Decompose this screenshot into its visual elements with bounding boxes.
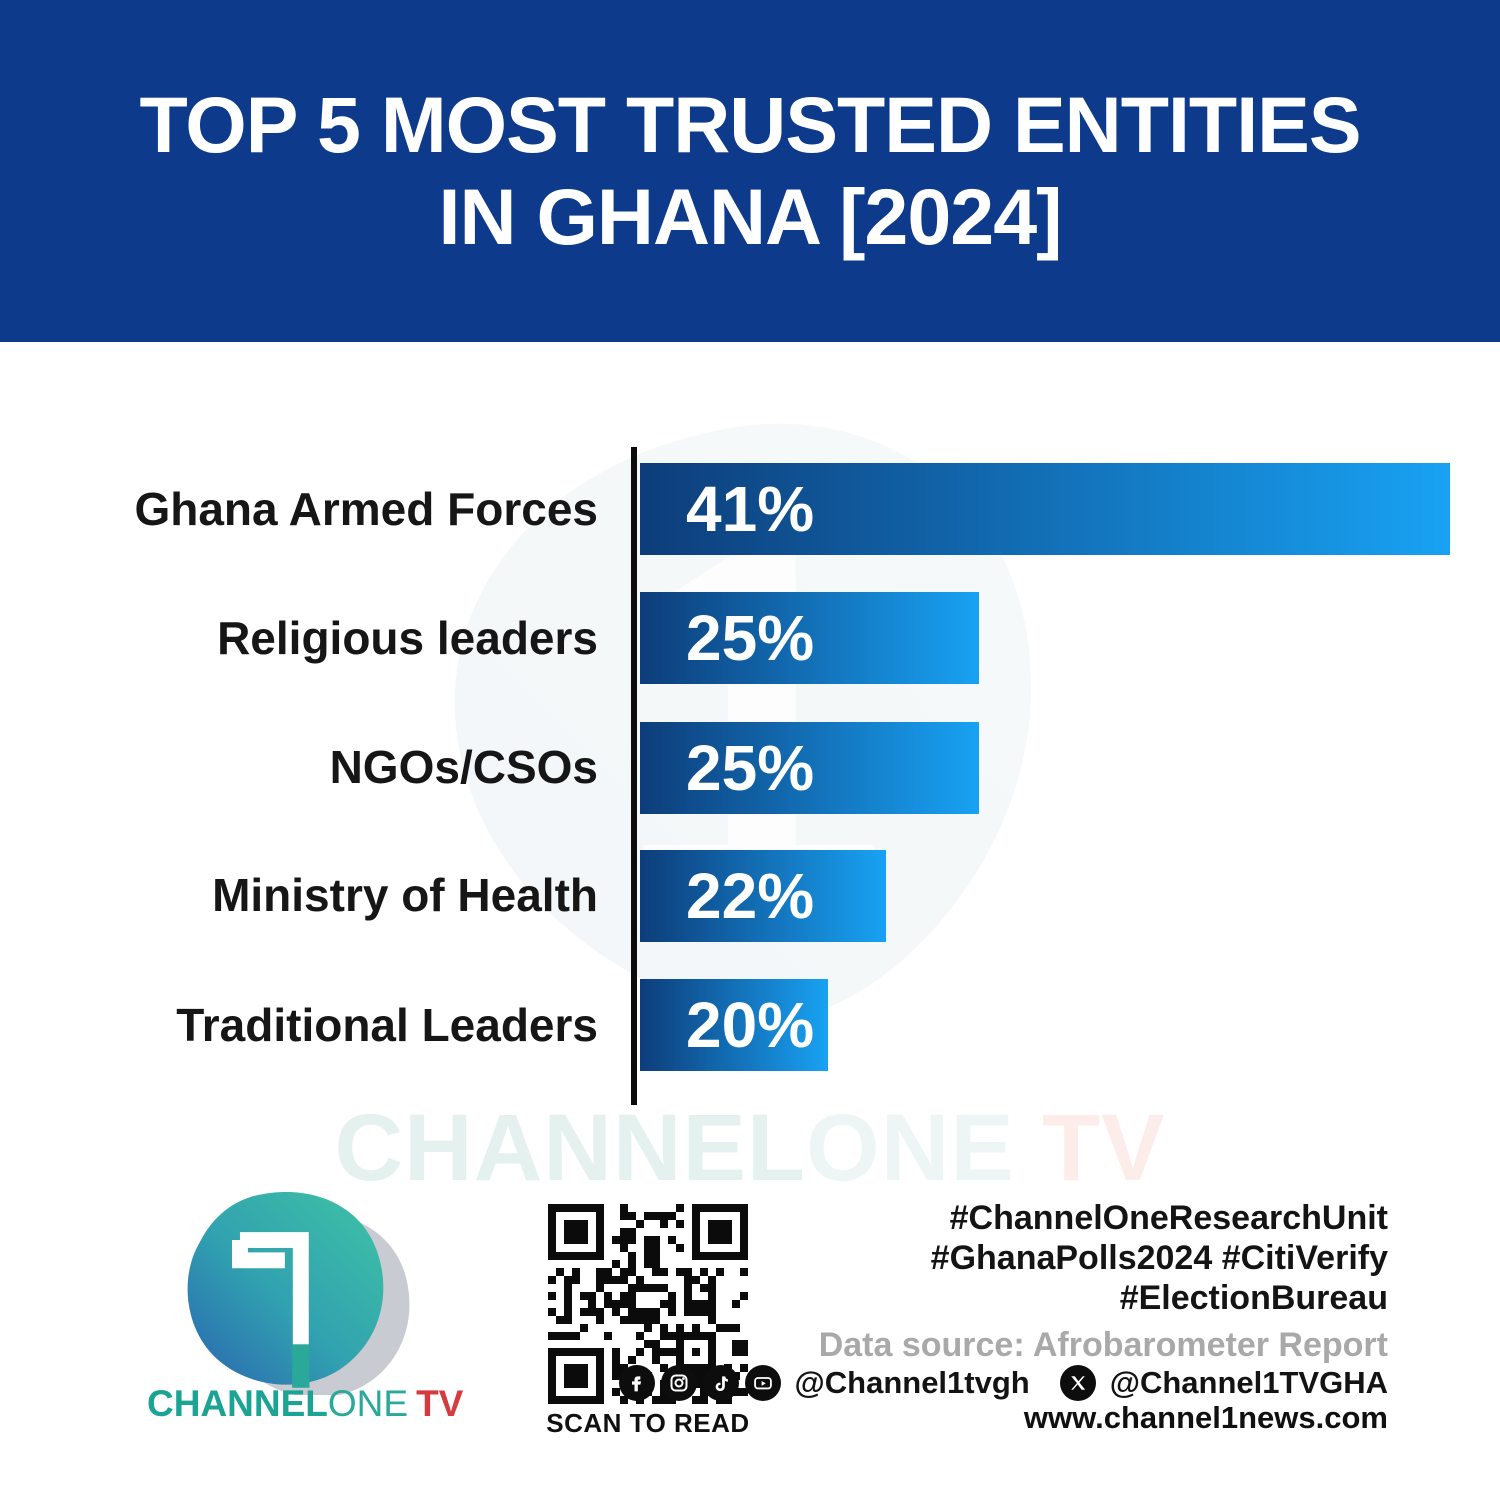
social-handle-primary: @Channel1tvgh — [794, 1365, 1030, 1400]
youtube-icon — [744, 1365, 781, 1401]
tiktok-icon — [702, 1365, 739, 1401]
social-handle-x: @Channel1TVGHA — [1109, 1365, 1388, 1400]
page-title-line1: TOP 5 MOST TRUSTED ENTITIES — [139, 80, 1361, 169]
bar: 41% — [640, 463, 1450, 555]
hashtag-line: #ChannelOneResearchUnit — [949, 1199, 1388, 1237]
logo-pick-shape — [187, 1191, 384, 1385]
category-label: Traditional Leaders — [176, 999, 598, 1051]
logo-numeral-one — [232, 1232, 310, 1388]
bar: 22% — [640, 850, 886, 942]
value-label: 41% — [686, 473, 815, 545]
category-label: NGOs/CSOs — [329, 741, 598, 793]
watermark-one: ONE — [805, 1095, 1015, 1201]
category-label: Ministry of Health — [212, 869, 598, 921]
watermark-channel: CHANNEL — [334, 1095, 806, 1201]
category-label: Ghana Armed Forces — [134, 483, 598, 535]
page-title-line2: IN GHANA [2024] — [438, 172, 1063, 261]
logo-wordmark: CHANNELONE TV — [147, 1383, 467, 1425]
value-label: 20% — [686, 989, 815, 1061]
x-twitter-icon — [1059, 1365, 1096, 1401]
channel-one-tv-logo — [187, 1191, 410, 1395]
logo-text-tv: TV — [416, 1383, 464, 1424]
bar: 25% — [640, 722, 979, 814]
value-label: 25% — [686, 732, 815, 804]
value-label: 25% — [686, 602, 815, 674]
header-banner: TOP 5 MOST TRUSTED ENTITIES IN GHANA [20… — [0, 0, 1500, 342]
website-url: www.channel1news.com — [1023, 1400, 1388, 1435]
hashtag-line: #GhanaPolls2024 #CitiVerify — [930, 1239, 1388, 1277]
logo-text-one: ONE — [327, 1383, 409, 1424]
hashtag-block: #ChannelOneResearchUnit #GhanaPolls2024 … — [700, 1198, 1388, 1318]
value-label: 22% — [686, 860, 815, 932]
social-row: @Channel1tvgh @Channel1TVGHA — [600, 1362, 1388, 1404]
category-label: Religious leaders — [217, 612, 598, 664]
data-source-note: Data source: Afrobarometer Report — [818, 1326, 1388, 1364]
facebook-icon — [618, 1365, 655, 1401]
watermark-tv: TV — [1014, 1095, 1166, 1201]
bar: 20% — [640, 979, 828, 1071]
channel-one-tv-watermark: CHANNELONE TV — [0, 1094, 1500, 1203]
qr-caption: SCAN TO READ — [546, 1408, 750, 1438]
bar: 25% — [640, 592, 979, 684]
y-axis-line — [631, 447, 637, 1105]
hashtag-line: #ElectionBureau — [1119, 1279, 1388, 1317]
instagram-icon — [660, 1365, 697, 1401]
logo-text-channel: CHANNEL — [147, 1383, 328, 1424]
